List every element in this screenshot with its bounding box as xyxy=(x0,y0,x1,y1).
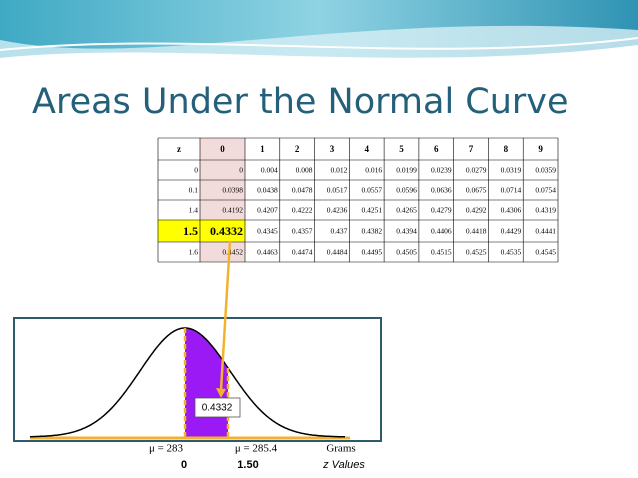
table-cell: 0.0478 xyxy=(292,186,313,195)
row-header: 0 xyxy=(194,166,198,175)
row-header: 1.6 xyxy=(189,248,199,257)
mean-label: μ = 283 xyxy=(149,443,184,455)
table-cell: 0.4265 xyxy=(396,206,417,215)
z-axis-label: z Values xyxy=(322,459,365,471)
table-cell: 0.4306 xyxy=(501,206,522,215)
table-cell: 0.4418 xyxy=(466,227,487,236)
table-cell: 0.0596 xyxy=(396,186,417,195)
column-header: 2 xyxy=(295,144,300,154)
table-cell: 0.4495 xyxy=(361,248,382,257)
column-header: 5 xyxy=(399,144,404,154)
area-label: 0.4332 xyxy=(202,403,233,414)
table-cell: 0.4505 xyxy=(396,248,417,257)
table-cell: 0.0557 xyxy=(361,186,382,195)
unit-label: Grams xyxy=(326,443,355,455)
table-cell: 0.004 xyxy=(261,166,278,175)
table-cell: 0.4207 xyxy=(257,206,278,215)
table-cell: 0.0398 xyxy=(222,186,243,195)
table-cell: 0.0438 xyxy=(257,186,278,195)
table-cell: 0.4429 xyxy=(501,227,522,236)
table-cell: 0.4222 xyxy=(292,206,313,215)
table-cell: 0.4319 xyxy=(535,206,556,215)
table-cell: 0.0517 xyxy=(327,186,348,195)
table-cell: 0.4474 xyxy=(292,248,313,257)
z-table: z 0 1 2 3 4 5 6 7 8 9 0 0 0.004 0.008 0.012 0.016 0.0199 0… xyxy=(157,137,559,263)
table-cell: 0.0319 xyxy=(501,166,522,175)
table-cell: 0.4452 xyxy=(222,248,243,257)
table-cell: 0.0754 xyxy=(535,186,556,195)
column-header: z xyxy=(177,144,181,154)
table-cell: 0.437 xyxy=(330,227,347,236)
x-label: μ = 285.4 xyxy=(235,443,278,455)
table-cell: 0.0279 xyxy=(466,166,487,175)
table-cell: 0.008 xyxy=(296,166,313,175)
table-cell: 0 xyxy=(239,166,243,175)
slide-title: Areas Under the Normal Curve xyxy=(32,82,569,122)
table-cell: 0.0239 xyxy=(431,166,452,175)
table-cell: 0.4345 xyxy=(257,227,278,236)
column-highlight xyxy=(200,242,245,262)
table-cell: 0.4332 xyxy=(210,224,243,238)
column-highlight xyxy=(200,180,245,200)
curve-line xyxy=(30,327,345,438)
table-cell: 0.4192 xyxy=(222,206,243,215)
column-highlight xyxy=(200,138,245,160)
column-header: 0 xyxy=(220,144,225,154)
row-highlight xyxy=(158,220,245,242)
column-header: 9 xyxy=(538,144,543,154)
table-cell: 0.4484 xyxy=(327,248,348,257)
table-cell: 0.4279 xyxy=(431,206,452,215)
table-cell: 0.0359 xyxy=(535,166,556,175)
column-header: 8 xyxy=(504,144,509,154)
table-cell: 0.4525 xyxy=(466,248,487,257)
table-cell: 0.4292 xyxy=(466,206,487,215)
row-header: 0.1 xyxy=(189,186,199,195)
column-highlight xyxy=(200,160,245,180)
z-mean: 0 xyxy=(181,459,187,471)
table-cell: 0.016 xyxy=(365,166,382,175)
z-value: 1.50 xyxy=(237,459,258,471)
column-header: 7 xyxy=(469,144,474,154)
table-cell: 0.012 xyxy=(330,166,347,175)
row-header: 1.4 xyxy=(189,206,199,215)
table-cell: 0.0714 xyxy=(501,186,522,195)
table-cell: 0.4394 xyxy=(396,227,417,236)
table-cell: 0.4515 xyxy=(431,248,452,257)
table-cell: 0.0675 xyxy=(466,186,487,195)
row-header: 1.5 xyxy=(183,224,198,238)
table-cell: 0.4406 xyxy=(431,227,452,236)
table-cell: 0.0199 xyxy=(396,166,417,175)
area-box xyxy=(194,397,241,418)
table-cell: 0.4545 xyxy=(535,248,556,257)
column-header: 6 xyxy=(434,144,439,154)
table-cell: 0.4463 xyxy=(257,248,278,257)
table-cell: 0.0636 xyxy=(431,186,452,195)
table-cell: 0.4236 xyxy=(327,206,348,215)
pointer-arrow xyxy=(216,240,232,398)
table-cell: 0.4251 xyxy=(361,206,382,215)
table-cell: 0.4357 xyxy=(292,227,313,236)
column-highlight xyxy=(200,200,245,220)
table-cell: 0.4441 xyxy=(535,227,556,236)
column-header: 3 xyxy=(330,144,335,154)
table-cell: 0.4382 xyxy=(361,227,382,236)
header-band xyxy=(0,0,638,70)
table-cell: 0.4535 xyxy=(501,248,522,257)
column-header: 1 xyxy=(260,144,265,154)
column-header: 4 xyxy=(364,144,369,154)
